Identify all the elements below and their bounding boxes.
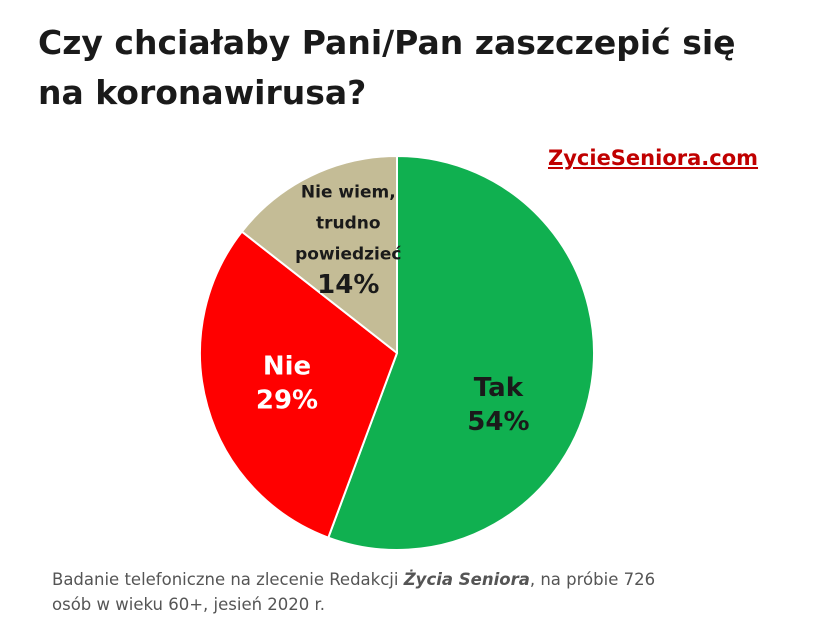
pie-slice-2-category-label-1: Nie bbox=[263, 352, 311, 382]
pie-slice-3-category-label-2: trudno bbox=[316, 213, 381, 233]
survey-footnote: Badanie telefoniczne na zlecenie Redakcj… bbox=[52, 567, 792, 617]
pie-slice-1 bbox=[327, 155, 595, 551]
pie-slice-2 bbox=[199, 230, 398, 539]
footnote-prefix: Badanie telefoniczne na zlecenie Redakcj… bbox=[52, 570, 404, 589]
pie-slices bbox=[199, 155, 595, 551]
pie-slice-3-category-label-1: Nie wiem, bbox=[301, 182, 396, 202]
pie-labels: Tak 54% Nie 29% Nie wiem, trudno powiedzieć 14% bbox=[256, 182, 530, 437]
chart-title-line-2: na koronawirusa? bbox=[38, 73, 367, 112]
chart-title: Czy chciałaby Pani/Pan zaszczepić się na… bbox=[38, 18, 798, 118]
pie-slice-3-category-label-3: powiedzieć bbox=[295, 244, 401, 264]
brand-link[interactable]: ZycieSeniora.com bbox=[548, 146, 759, 170]
pie-slice-1-category-label-1: Tak bbox=[474, 373, 524, 403]
pie-slice-3-value-label: 14% bbox=[317, 270, 379, 300]
pie-slice-2-value-label: 29% bbox=[256, 386, 318, 416]
chart-title-line-1: Czy chciałaby Pani/Pan zaszczepić się bbox=[38, 23, 736, 62]
footnote-suffix: , na próbie 726 bbox=[529, 570, 656, 589]
footnote-line-2: osób w wieku 60+, jesień 2020 r. bbox=[52, 595, 326, 614]
pie-slice-3 bbox=[240, 155, 398, 354]
pie-slice-1-value-label: 54% bbox=[467, 407, 529, 437]
footnote-emphasis: Życia Seniora bbox=[403, 570, 530, 589]
